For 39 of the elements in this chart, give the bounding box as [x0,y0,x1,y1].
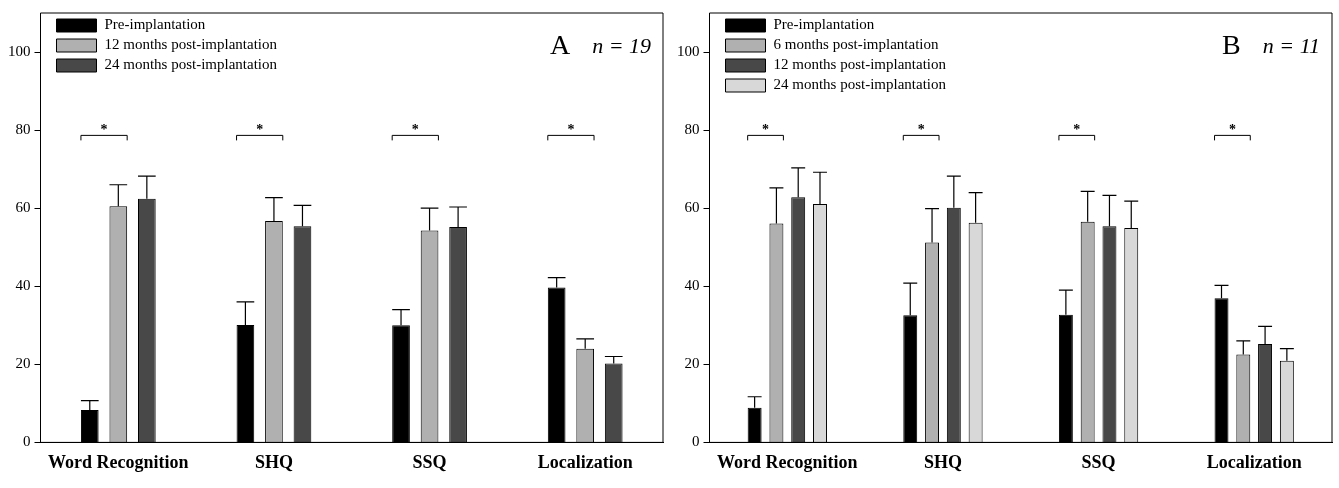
annotation: * [567,121,575,137]
x-tick-label: Word Recognition [48,451,189,472]
legend-label: 12 months post-implantation [773,55,947,72]
y-tick-label: 60 [15,199,31,216]
legend-label: 24 months post-implantation [104,55,278,72]
x-tick-label: Localization [1206,451,1302,472]
annotation: * [1228,121,1236,137]
annotation: n = 19 [592,32,651,58]
legend-label: 12 months post-implantation [104,35,278,52]
x-tick-label: SSQ [412,451,447,472]
annotation: * [100,121,108,137]
y-tick-label: 100 [677,42,700,59]
y-tick-label: 80 [684,121,700,138]
annotation: B [1222,29,1241,61]
legend-label: Pre-implantation [773,15,875,32]
y-tick-label: 80 [15,121,31,138]
legend-label: 24 months post-implantation [773,75,947,92]
annotation: * [1073,121,1081,137]
annotation: * [762,121,770,137]
annotation: * [411,121,419,137]
y-tick-label: 60 [684,199,700,216]
y-tick-label: 100 [8,42,31,59]
x-tick-label: SHQ [254,451,293,472]
y-tick-label: 40 [15,277,31,294]
x-tick-label: Localization [537,451,633,472]
annotation: * [256,121,264,137]
legend-label: 6 months post-implantation [773,35,939,52]
y-tick-label: 40 [684,277,700,294]
x-tick-label: Word Recognition [717,451,858,472]
y-tick-label: 0 [692,433,700,450]
x-tick-label: SSQ [1081,451,1116,472]
y-tick-label: 20 [684,355,700,372]
annotation: n = 11 [1262,32,1320,58]
y-tick-label: 0 [23,433,31,450]
legend-label: Pre-implantation [104,15,206,32]
annotation: A [549,29,571,61]
annotation: * [917,121,925,137]
x-tick-label: SHQ [923,451,962,472]
y-tick-label: 20 [15,355,31,372]
